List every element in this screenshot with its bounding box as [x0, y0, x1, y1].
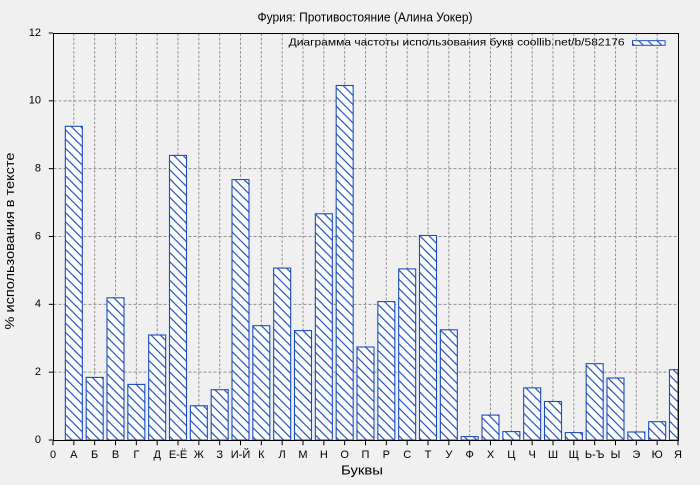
svg-text:Щ: Щ	[569, 449, 579, 461]
svg-text:Я: Я	[674, 449, 682, 461]
svg-text:Ь-Ъ: Ь-Ъ	[585, 449, 605, 461]
svg-text:К: К	[258, 449, 265, 461]
svg-text:Фурия: Противостояние (Алина У: Фурия: Противостояние (Алина Уокер)	[258, 10, 473, 25]
svg-text:Л: Л	[279, 449, 286, 461]
svg-text:Е-Ё: Е-Ё	[169, 449, 187, 461]
svg-text:М: М	[298, 449, 307, 461]
svg-text:% использования в тексте: % использования в тексте	[2, 153, 17, 330]
svg-text:Ф: Ф	[465, 449, 473, 461]
svg-text:С: С	[403, 449, 411, 461]
svg-text:Х: Х	[487, 449, 495, 461]
svg-text:0: 0	[50, 449, 56, 461]
svg-text:И-Й: И-Й	[231, 448, 250, 461]
svg-text:В: В	[112, 449, 119, 461]
svg-text:З: З	[216, 449, 223, 461]
svg-text:Д: Д	[153, 449, 161, 461]
svg-text:10: 10	[29, 95, 41, 107]
svg-text:Т: Т	[425, 449, 432, 461]
svg-text:Ы: Ы	[611, 449, 621, 461]
svg-text:Н: Н	[320, 449, 328, 461]
svg-text:Ю: Ю	[652, 449, 663, 461]
svg-text:Ш: Ш	[548, 449, 558, 461]
svg-text:6: 6	[35, 230, 41, 242]
svg-text:0: 0	[35, 434, 41, 446]
svg-text:Ж: Ж	[194, 449, 204, 461]
svg-text:Буквы: Буквы	[341, 462, 383, 477]
svg-text:Р: Р	[383, 449, 390, 461]
svg-text:О: О	[340, 449, 349, 461]
svg-text:Г: Г	[133, 449, 139, 461]
svg-text:У: У	[445, 449, 453, 461]
svg-text:П: П	[362, 449, 370, 461]
svg-text:2: 2	[35, 366, 41, 378]
svg-text:Э: Э	[632, 449, 640, 461]
svg-text:Б: Б	[91, 449, 98, 461]
svg-text:А: А	[70, 449, 78, 461]
svg-text:12: 12	[29, 27, 41, 39]
svg-text:Ч: Ч	[528, 449, 535, 461]
svg-text:8: 8	[35, 163, 41, 175]
svg-text:Ц: Ц	[507, 449, 515, 461]
svg-text:Диаграмма частоты использовани: Диаграмма частоты использования букв coo…	[289, 37, 625, 49]
svg-text:4: 4	[35, 298, 41, 310]
